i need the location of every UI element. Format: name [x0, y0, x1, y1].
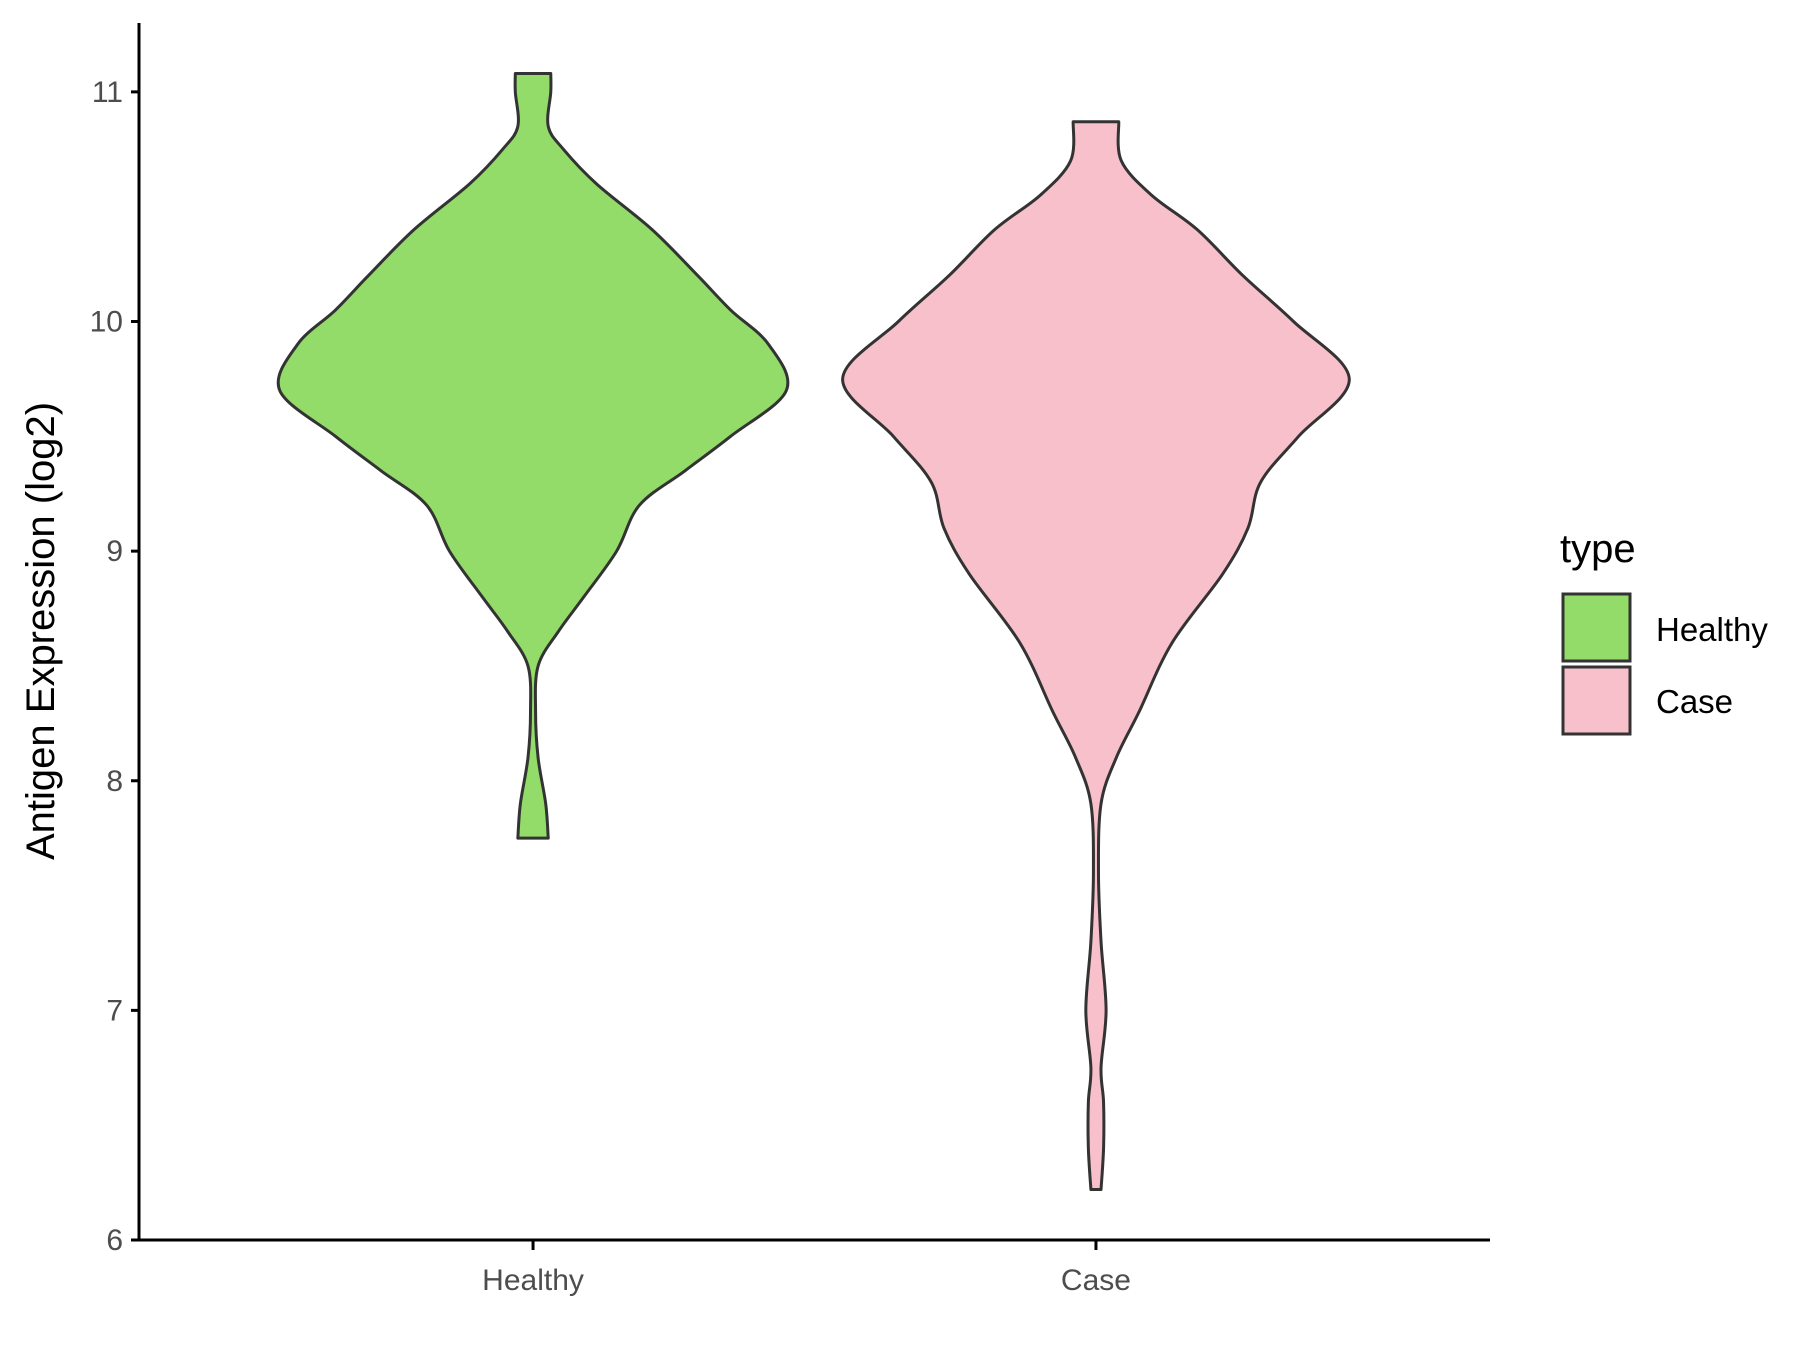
- y-tick-label: 8: [106, 765, 123, 798]
- y-tick-label: 7: [106, 994, 123, 1027]
- legend-title: type: [1560, 527, 1636, 571]
- violins-layer: [276, 72, 1351, 1191]
- x-tick-label-healthy: Healthy: [482, 1264, 584, 1297]
- legend-label-healthy: Healthy: [1656, 611, 1768, 648]
- violin-healthy: [276, 72, 790, 840]
- y-tick-label: 6: [106, 1224, 123, 1257]
- x-axis-ticks: Healthy Case: [482, 1240, 1131, 1297]
- violin-case: [841, 120, 1351, 1191]
- y-tick-label: 10: [90, 306, 123, 339]
- y-tick-label: 11: [92, 76, 123, 109]
- x-tick-label-case: Case: [1061, 1264, 1131, 1297]
- legend-label-case: Case: [1656, 683, 1733, 720]
- y-tick-label: 9: [106, 535, 123, 568]
- legend-swatch-case: [1561, 665, 1632, 736]
- legend-swatch-healthy: [1561, 592, 1632, 663]
- y-axis-ticks: 6 7 8 9 10 11: [90, 76, 139, 1257]
- y-axis-title: Antigen Expression (log2): [19, 402, 63, 860]
